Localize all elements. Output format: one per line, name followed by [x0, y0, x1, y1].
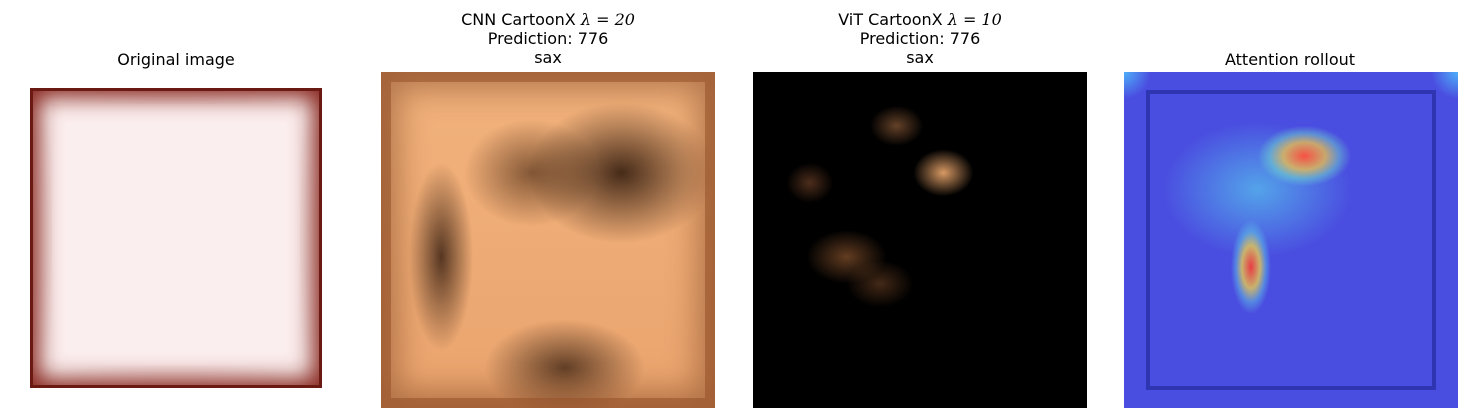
cnn-cartoonx-image	[381, 72, 715, 408]
panel-title: Attention rollout	[1224, 50, 1356, 69]
vit-cartoonx-image	[753, 72, 1087, 408]
panel-title: Original image	[117, 50, 235, 69]
attention-rollout-image	[1124, 72, 1458, 408]
class-label: sax	[906, 48, 934, 67]
prediction-text: Prediction: 776	[859, 29, 981, 48]
prediction-text: Prediction: 776	[487, 29, 609, 48]
panel-title: CNN CartoonX λ = 20 Prediction: 776 sax	[461, 10, 635, 67]
panel-title: ViT CartoonX λ = 10 Prediction: 776 sax	[838, 10, 1002, 67]
class-label: sax	[534, 48, 562, 67]
original-image	[30, 88, 322, 388]
